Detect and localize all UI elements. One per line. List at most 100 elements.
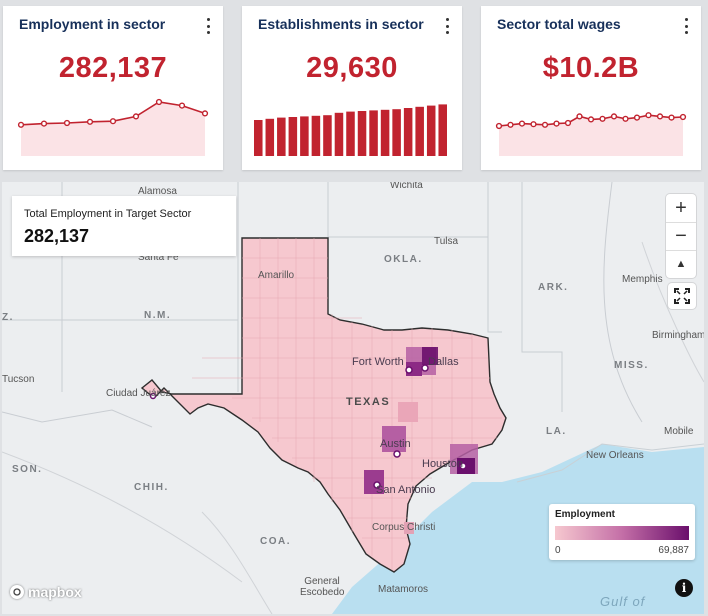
map-label: Tucson bbox=[2, 374, 35, 385]
trend-point bbox=[679, 113, 687, 121]
trend-point bbox=[553, 120, 560, 127]
mapbox-logo[interactable]: mapbox bbox=[10, 583, 82, 601]
bar-mark bbox=[288, 117, 298, 156]
zoom-out-button[interactable]: − bbox=[675, 224, 687, 247]
map-label: LA. bbox=[546, 426, 567, 437]
fullscreen-button[interactable] bbox=[668, 283, 696, 309]
legend-title: Employment bbox=[555, 509, 616, 520]
map-label: Gulf of bbox=[600, 594, 646, 609]
trend-point bbox=[564, 119, 572, 127]
trend-point bbox=[668, 114, 675, 121]
trend-point bbox=[155, 98, 163, 106]
trend-point bbox=[178, 102, 186, 109]
trend-point bbox=[541, 121, 549, 128]
trend-point bbox=[587, 116, 595, 123]
bar-mark bbox=[369, 110, 378, 156]
bar-mark bbox=[357, 111, 367, 156]
map-label: Mobile bbox=[664, 426, 694, 437]
bar-mark bbox=[265, 118, 275, 156]
trend-point bbox=[518, 120, 526, 127]
trend-point bbox=[86, 118, 94, 125]
map-legend: Employment 0 69,887 bbox=[549, 504, 695, 560]
map-navigation-control: + − ▲ bbox=[666, 194, 696, 278]
trend-point bbox=[576, 113, 583, 120]
establishments-bar-chart bbox=[254, 104, 447, 156]
trend-point bbox=[610, 113, 618, 120]
trend-point bbox=[645, 112, 652, 119]
bar-mark bbox=[311, 115, 321, 156]
trend-point bbox=[17, 121, 25, 128]
attribution-info-button[interactable]: i bbox=[675, 579, 693, 597]
trend-point bbox=[622, 115, 629, 122]
legend-min: 0 bbox=[555, 545, 561, 556]
map-label: Amarillo bbox=[258, 270, 295, 281]
bar-mark bbox=[346, 111, 355, 156]
bar-mark bbox=[426, 105, 436, 156]
map-label: Z. bbox=[2, 312, 14, 323]
map-label: Tulsa bbox=[434, 236, 459, 247]
map-label: TEXAS bbox=[346, 396, 391, 408]
trend-point bbox=[633, 114, 641, 121]
bar-mark bbox=[403, 108, 413, 156]
mapbox-wordmark: mapbox bbox=[28, 584, 82, 600]
bar-mark bbox=[323, 115, 332, 156]
zoom-in-button[interactable]: + bbox=[675, 196, 687, 219]
legend-color-ramp bbox=[555, 526, 689, 540]
map-label: Austin bbox=[380, 438, 411, 450]
card-title: Establishments in sector bbox=[258, 16, 424, 32]
map-label: Birmingham bbox=[652, 330, 704, 341]
establishments-card: Establishments in sector 29,630 bbox=[242, 6, 462, 170]
map-label: OKLA. bbox=[384, 254, 423, 265]
card-title: Sector total wages bbox=[497, 16, 621, 32]
trend-point bbox=[599, 115, 606, 122]
trend-point bbox=[40, 120, 48, 127]
map-label: N.M. bbox=[144, 310, 172, 321]
bar-mark bbox=[392, 109, 401, 156]
panel-title: Total Employment in Target Sector bbox=[24, 208, 192, 220]
employment-card: Employment in sector 282,137 bbox=[3, 6, 223, 170]
card-value: $10.2B bbox=[542, 52, 640, 84]
map-label: CHIH. bbox=[134, 482, 169, 493]
map-label: MISS. bbox=[614, 360, 649, 371]
map-base-layer bbox=[2, 182, 704, 614]
wages-sparkline bbox=[495, 112, 687, 156]
map-label: Corpus Christi bbox=[372, 522, 436, 533]
trend-area bbox=[21, 102, 205, 156]
map-label: Wichita bbox=[390, 182, 423, 191]
trend-point bbox=[495, 122, 503, 130]
compass-reset-button[interactable]: ▲ bbox=[666, 250, 696, 278]
bar-mark bbox=[438, 104, 447, 156]
map-label: ARK. bbox=[538, 282, 569, 293]
map-label: General Escobedo bbox=[300, 576, 345, 598]
bar-mark bbox=[300, 116, 309, 156]
map-label: Matamoros bbox=[378, 584, 429, 595]
trend-point bbox=[109, 118, 117, 125]
bar-mark bbox=[334, 112, 344, 156]
bar-mark bbox=[254, 120, 263, 156]
total-employment-panel: Total Employment in Target Sector 282,13… bbox=[12, 196, 236, 256]
more-options-icon[interactable] bbox=[685, 18, 689, 34]
more-options-icon[interactable] bbox=[207, 18, 211, 34]
map-label: Dallas bbox=[428, 356, 459, 368]
more-options-icon[interactable] bbox=[446, 18, 450, 34]
trend-point bbox=[656, 113, 664, 120]
trend-point bbox=[63, 119, 71, 127]
employment-sparkline bbox=[17, 98, 209, 156]
wages-card: Sector total wages $10.2B bbox=[481, 6, 701, 170]
panel-value: 282,137 bbox=[24, 226, 90, 246]
bar-mark bbox=[277, 117, 286, 156]
bar-mark bbox=[380, 109, 390, 156]
trend-point bbox=[530, 121, 537, 128]
card-value: 282,137 bbox=[58, 52, 168, 84]
map-label: Ciudad Juárez bbox=[106, 388, 171, 399]
map-label: Alamosa bbox=[138, 186, 177, 197]
compass-icon: ▲ bbox=[675, 258, 687, 270]
map-label: New Orleans bbox=[586, 450, 644, 461]
fullscreen-icon bbox=[674, 288, 690, 304]
trend-point bbox=[201, 110, 209, 117]
card-value: 29,630 bbox=[306, 52, 398, 84]
card-title: Employment in sector bbox=[19, 16, 166, 32]
map-label: Houston bbox=[422, 458, 463, 470]
bar-mark bbox=[415, 106, 424, 156]
map-label: San Antonio bbox=[376, 484, 436, 496]
